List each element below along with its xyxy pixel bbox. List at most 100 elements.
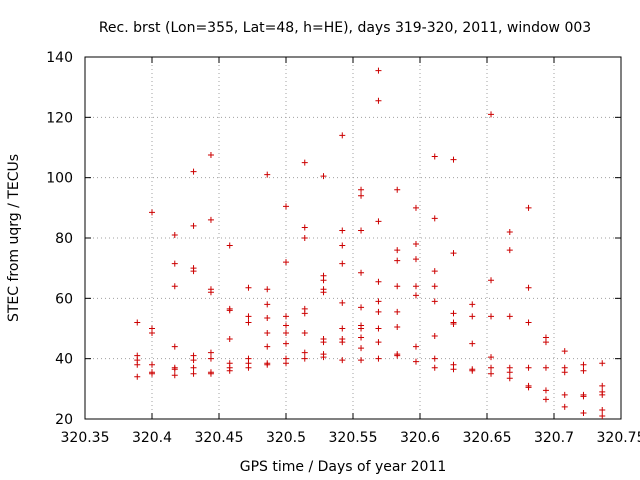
- data-point: [542, 339, 549, 346]
- data-point: [525, 204, 532, 211]
- data-point: [264, 343, 271, 350]
- data-point: [358, 269, 365, 276]
- data-point: [469, 313, 476, 320]
- data-point: [525, 384, 532, 391]
- data-point: [190, 222, 197, 229]
- data-point: [264, 301, 271, 308]
- data-point: [358, 345, 365, 352]
- data-point: [431, 333, 438, 340]
- data-point: [320, 339, 327, 346]
- data-point: [394, 352, 401, 359]
- x-tick-label: 320.5: [266, 430, 306, 446]
- data-point: [375, 218, 382, 225]
- data-point: [149, 370, 155, 377]
- data-point: [375, 67, 382, 74]
- axis-ticks: 320.35 320.4 320.45 320.5 320.55 320.6 320.65 3…: [46, 50, 640, 446]
- data-point: [339, 227, 346, 234]
- data-point: [171, 231, 178, 238]
- data-point: [431, 364, 438, 371]
- data-point: [431, 153, 438, 160]
- data-point: [358, 334, 365, 341]
- data-point: [301, 159, 308, 166]
- data-point: [412, 241, 419, 248]
- data-point: [375, 339, 382, 346]
- y-tick-label: 20: [55, 412, 73, 428]
- data-point: [412, 358, 419, 365]
- y-tick-label: 60: [55, 291, 73, 307]
- data-point: [339, 339, 346, 346]
- data-point: [488, 313, 495, 320]
- data-point: [469, 340, 476, 347]
- data-point: [207, 216, 214, 223]
- data-point: [283, 203, 289, 210]
- data-point: [339, 132, 346, 139]
- data-point: [301, 310, 308, 317]
- data-point: [394, 323, 401, 330]
- data-point: [301, 235, 308, 241]
- data-point: [599, 391, 606, 398]
- data-point: [412, 283, 419, 290]
- data-point: [226, 242, 233, 249]
- x-tick-label: 320.35: [61, 430, 110, 446]
- data-point: [488, 354, 495, 361]
- data-point: [190, 357, 197, 364]
- y-tick-label: 100: [46, 171, 73, 187]
- data-point: [149, 330, 155, 337]
- data-point: [375, 97, 382, 104]
- data-point: [190, 268, 197, 275]
- data-point: [283, 313, 289, 320]
- data-point: [245, 364, 252, 371]
- data-point: [599, 360, 606, 367]
- data-point: [506, 375, 513, 382]
- data-point: [190, 364, 197, 371]
- data-point: [599, 412, 606, 419]
- data-point: [358, 304, 365, 311]
- x-tick-label: 320.55: [329, 430, 378, 446]
- data-point: [207, 289, 214, 296]
- x-tick-label: 320.45: [195, 430, 244, 446]
- x-axis-label: GPS time / Days of year 2011: [240, 459, 447, 475]
- x-tick-label: 320.6: [400, 430, 440, 446]
- y-tick-label: 80: [55, 231, 73, 247]
- data-point: [580, 367, 587, 374]
- data-point: [283, 259, 289, 266]
- data-point: [283, 360, 289, 367]
- data-point: [488, 277, 495, 284]
- data-point: [431, 215, 438, 222]
- data-point: [190, 168, 197, 175]
- x-tick-label: 320.4: [132, 430, 172, 446]
- y-tick-label: 120: [46, 110, 73, 126]
- data-markers: [134, 67, 606, 419]
- data-point: [599, 406, 606, 413]
- data-point: [207, 152, 214, 159]
- y-axis-label: STEC from uqrg / TECUs: [6, 154, 22, 322]
- x-tick-label: 320.65: [463, 430, 512, 446]
- data-point: [301, 355, 308, 362]
- data-point: [599, 382, 606, 389]
- data-point: [450, 156, 457, 163]
- data-point: [245, 313, 252, 320]
- data-point: [339, 260, 346, 267]
- data-point: [394, 283, 401, 290]
- data-point: [301, 349, 308, 356]
- data-point: [320, 289, 327, 296]
- data-point: [580, 393, 587, 400]
- data-point: [506, 228, 513, 235]
- data-point: [394, 308, 401, 315]
- data-point: [245, 284, 252, 291]
- data-point: [134, 319, 141, 326]
- data-point: [358, 325, 365, 332]
- data-point: [488, 364, 495, 371]
- data-point: [226, 336, 233, 343]
- data-point: [375, 355, 382, 362]
- data-point: [245, 319, 252, 326]
- data-point: [431, 355, 438, 362]
- x-tick-label: 320.75: [597, 430, 640, 446]
- data-point: [561, 369, 568, 376]
- data-point: [149, 361, 155, 368]
- data-point: [412, 256, 419, 263]
- data-point: [506, 369, 513, 376]
- grid-lines: [85, 57, 621, 419]
- data-point: [149, 209, 155, 216]
